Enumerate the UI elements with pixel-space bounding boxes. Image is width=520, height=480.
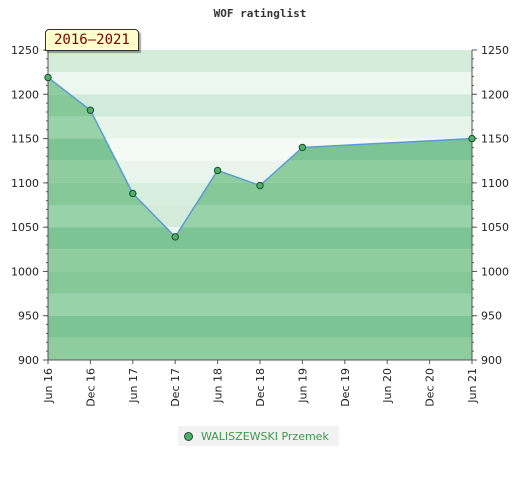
y-tick-label-right: 1000 bbox=[481, 265, 509, 278]
y-tick-label-right: 950 bbox=[481, 310, 502, 323]
y-tick-label-right: 900 bbox=[481, 354, 502, 367]
axes: 900 900 950 950 1000 1000 1050 1050 1100 1100 1150… bbox=[11, 44, 509, 407]
legend-label: WALISZEWSKI Przemek bbox=[201, 429, 329, 443]
data-point[interactable] bbox=[256, 181, 264, 190]
legend[interactable]: WALISZEWSKI Przemek bbox=[178, 426, 339, 446]
data-points bbox=[44, 73, 476, 241]
legend-marker-icon bbox=[184, 431, 193, 441]
x-tick-label: Dec 18 bbox=[254, 368, 267, 407]
x-tick-label: Dec 20 bbox=[424, 368, 437, 407]
y-tick-label-left: 900 bbox=[18, 354, 39, 367]
data-point[interactable] bbox=[44, 73, 52, 82]
x-tick-label: Jun 21 bbox=[466, 368, 479, 404]
chart-title: WOF ratinglist bbox=[214, 7, 307, 20]
y-tick-label-left: 950 bbox=[18, 310, 39, 323]
x-tick-label: Jun 16 bbox=[42, 368, 55, 404]
series-line bbox=[47, 76, 473, 239]
data-point[interactable] bbox=[171, 233, 179, 241]
y-tick-label-left: 1200 bbox=[11, 88, 39, 101]
y-tick-label-right: 1050 bbox=[481, 221, 509, 234]
line-layer bbox=[47, 76, 473, 239]
x-tick-label: Jun 17 bbox=[127, 368, 140, 404]
x-tick-label: Dec 17 bbox=[169, 368, 182, 407]
band bbox=[48, 72, 472, 95]
y-tick-label-right: 1200 bbox=[481, 88, 509, 101]
data-point[interactable] bbox=[86, 106, 95, 114]
y-tick-label-left: 1050 bbox=[11, 221, 39, 234]
data-point[interactable] bbox=[468, 134, 476, 143]
y-tick-label-left: 1100 bbox=[11, 177, 39, 190]
x-tick-label: Dec 16 bbox=[84, 368, 97, 407]
x-tick-label: Jun 18 bbox=[212, 368, 225, 404]
x-tick-label: Dec 19 bbox=[339, 368, 352, 407]
x-tick-label: Jun 20 bbox=[381, 368, 394, 404]
y-tick-label-right: 1100 bbox=[481, 177, 509, 190]
band bbox=[48, 116, 472, 139]
y-tick-label-left: 1000 bbox=[11, 265, 39, 278]
y-tick-label-left: 1150 bbox=[11, 133, 39, 146]
y-tick-label-right: 1250 bbox=[481, 44, 509, 57]
y-tick-label-right: 1150 bbox=[481, 133, 509, 146]
y-tick-label-left: 1250 bbox=[11, 44, 39, 57]
period-label: 2016–2021 bbox=[45, 29, 139, 51]
band bbox=[48, 94, 472, 117]
band bbox=[48, 50, 472, 73]
x-tick-label: Jun 19 bbox=[296, 368, 309, 404]
data-point[interactable] bbox=[129, 189, 137, 198]
data-point[interactable] bbox=[213, 166, 222, 175]
data-point[interactable] bbox=[298, 143, 307, 152]
